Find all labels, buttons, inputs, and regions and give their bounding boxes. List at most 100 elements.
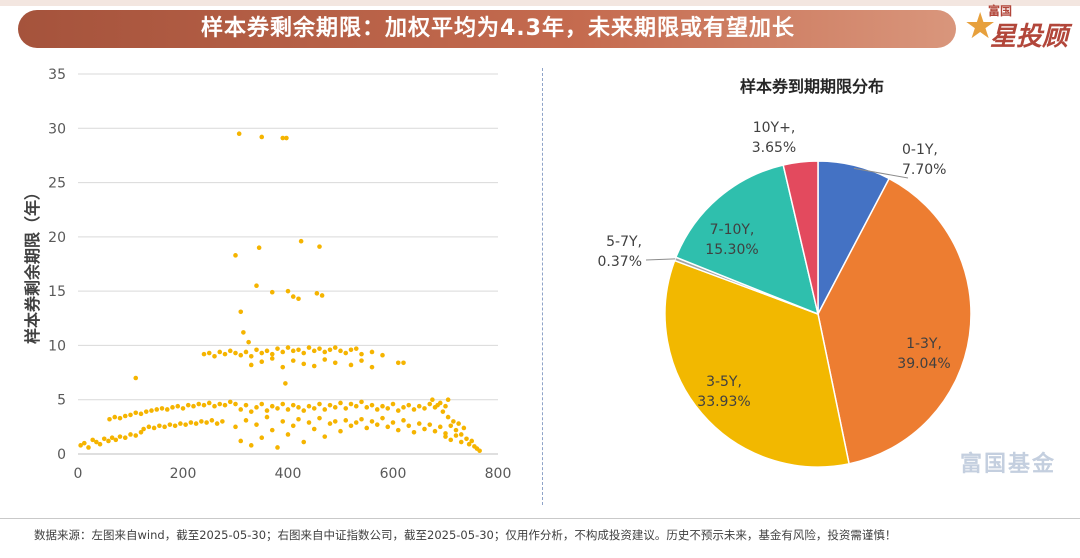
scatter-point: [122, 413, 128, 419]
scatter-point: [159, 406, 165, 411]
scatter-point: [353, 420, 359, 425]
scatter-point: [222, 402, 228, 408]
scatter-point: [311, 363, 317, 369]
scatter-point: [332, 405, 338, 410]
scatter-point: [138, 411, 144, 417]
scatter-point: [374, 407, 380, 412]
scatter-point: [191, 403, 196, 409]
scatter-point: [90, 437, 95, 443]
scatter-point: [290, 294, 296, 299]
scatter-point: [188, 420, 194, 425]
scatter-point: [175, 403, 181, 409]
scatter-point: [117, 415, 123, 421]
scatter-point: [78, 443, 83, 448]
scatter-point: [390, 401, 396, 407]
pie-value-label: 33.93%: [697, 394, 750, 410]
scatter-point: [275, 445, 280, 450]
y-tick-label: 25: [48, 176, 66, 192]
scatter-point: [280, 401, 286, 407]
scatter-point: [301, 408, 307, 413]
scatter-point: [275, 346, 280, 351]
scatter-point: [298, 238, 304, 244]
scatter-point: [233, 424, 238, 430]
scatter-point: [172, 423, 178, 429]
scatter-point: [248, 409, 254, 414]
scatter-point: [327, 421, 333, 426]
x-tick-label: 400: [275, 466, 302, 482]
scatter-point: [220, 419, 225, 424]
scatter-point: [290, 423, 296, 429]
scatter-point: [109, 435, 115, 441]
scatter-point: [243, 402, 249, 408]
scatter-point: [422, 426, 427, 432]
scatter-point: [369, 364, 375, 370]
scatter-point: [138, 429, 144, 435]
scatter-point: [416, 421, 422, 426]
scatter-point: [317, 415, 322, 421]
scatter-point: [280, 364, 286, 370]
scatter-point: [217, 401, 223, 407]
scatter-point: [395, 427, 401, 433]
scatter-point: [117, 434, 123, 439]
pie-slice-3-5y: [664, 259, 850, 468]
scatter-point: [348, 347, 354, 353]
scatter-point: [380, 352, 385, 358]
scatter-point: [322, 434, 328, 439]
y-tick-label: 30: [48, 121, 66, 137]
scatter-point: [238, 352, 244, 358]
scatter-point: [259, 359, 265, 365]
pie-label: 7-10Y,: [710, 222, 755, 238]
scatter-point: [201, 402, 207, 408]
scatter-point: [322, 349, 328, 355]
y-tick-label: 5: [57, 393, 66, 409]
scatter-point: [248, 362, 254, 368]
scatter-point: [301, 361, 307, 367]
scatter-point: [97, 441, 103, 447]
scatter-point: [254, 405, 259, 410]
scatter-point: [359, 351, 364, 357]
x-tick-label: 800: [485, 466, 512, 482]
logo-brand-main: 星投顾: [990, 22, 1069, 52]
scatter-point: [238, 438, 244, 444]
scatter-point: [445, 414, 451, 420]
scatter-point: [301, 350, 307, 356]
pie-value-label: 7.70%: [902, 162, 946, 178]
scatter-point: [369, 349, 375, 355]
scatter-point: [285, 432, 291, 437]
scatter-point: [269, 351, 275, 357]
scatter-point: [149, 408, 154, 413]
scatter-point: [427, 422, 433, 427]
scatter-point: [141, 426, 146, 432]
chart-divider: [542, 68, 543, 505]
scatter-point: [411, 429, 417, 435]
scatter-point: [238, 309, 244, 315]
y-tick-label: 15: [48, 284, 66, 300]
star-logo-icon: ★: [964, 6, 997, 47]
scatter-point: [167, 422, 173, 427]
scatter-point: [369, 419, 375, 424]
scatter-point: [241, 330, 246, 335]
scatter-point: [401, 418, 406, 423]
scatter-point: [461, 425, 467, 431]
scatter-point: [206, 350, 212, 356]
scatter-point: [206, 400, 212, 406]
scatter-point: [86, 445, 91, 450]
scatter-point: [453, 427, 459, 433]
scatter-point: [458, 439, 464, 445]
scatter-point: [338, 428, 343, 434]
scatter-point: [170, 405, 175, 410]
pie-label: 0-1Y,: [902, 142, 938, 158]
scatter-point: [314, 291, 320, 296]
watermark-text: 富国基金: [960, 452, 1057, 477]
scatter-point: [290, 358, 296, 363]
scatter-point: [445, 397, 451, 403]
scatter-point: [162, 424, 167, 430]
scatter-point: [453, 433, 459, 438]
scatter-point: [296, 296, 301, 302]
scatter-point: [353, 346, 359, 351]
scatter-point: [343, 350, 349, 356]
scatter-chart: 0 5 10 15 20 25 30 35 0 200 400 600 800 样本券剩余期限（年）: [23, 67, 512, 482]
scatter-point: [183, 422, 188, 427]
scatter-point: [233, 350, 238, 356]
scatter-point: [143, 409, 149, 414]
